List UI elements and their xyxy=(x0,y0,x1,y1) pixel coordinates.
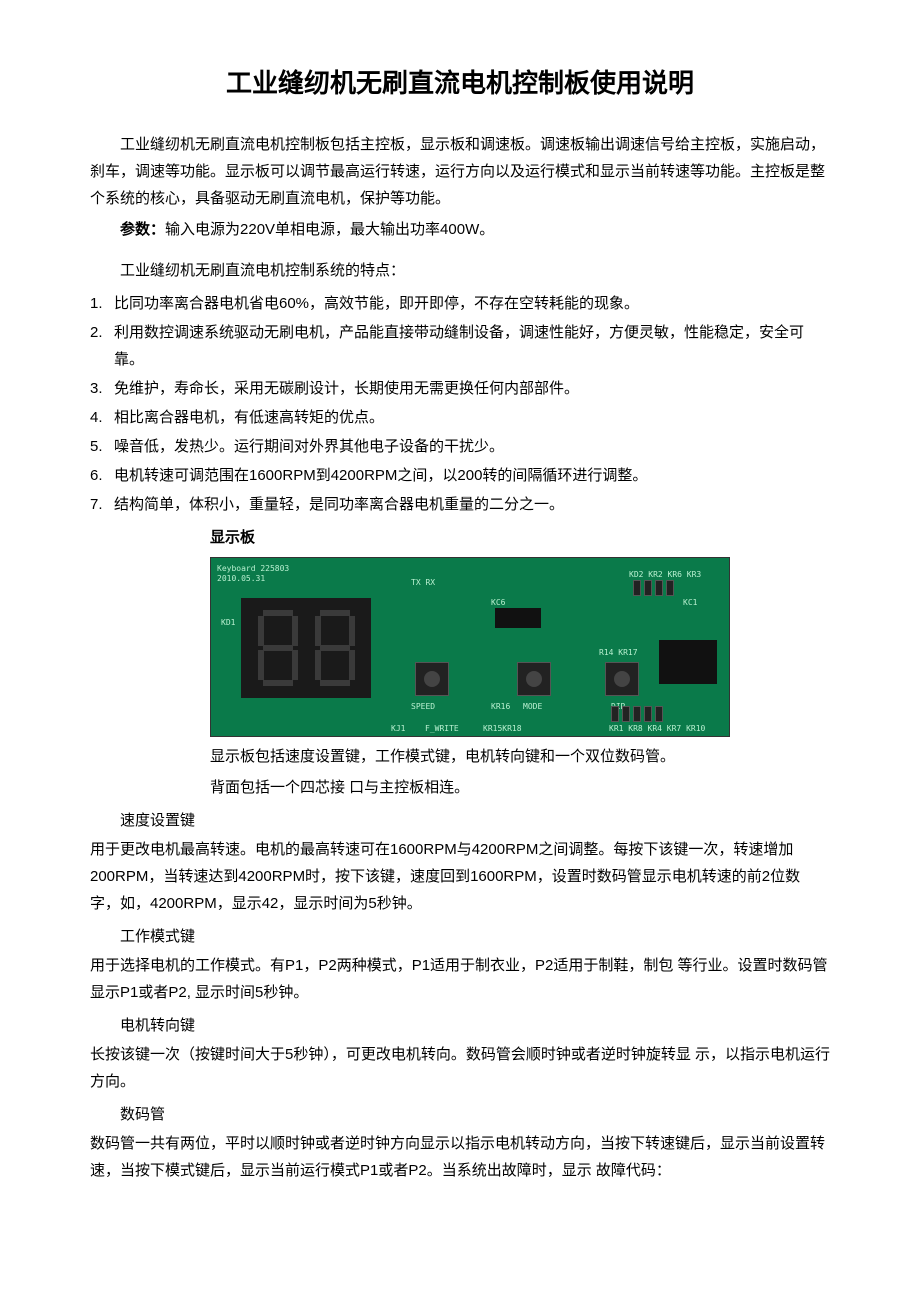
mode-key-label: 工作模式键 xyxy=(90,923,830,950)
feature-item: 6.电机转速可调范围在1600RPM到4200RPM之间，以200转的间隔循环进… xyxy=(90,462,830,489)
params-label: 参数： xyxy=(120,221,165,238)
dir-key-text: 长按该键一次（按键时间大于5秒钟），可更改电机转向。数码管会顺时钟或者逆时钟旋转… xyxy=(90,1041,830,1095)
feature-number: 3. xyxy=(90,375,114,402)
pcb-silk-label: KR16 xyxy=(491,700,510,714)
digit-1 xyxy=(254,608,302,688)
speed-key-label: 速度设置键 xyxy=(90,807,830,834)
feature-item: 1.比同功率离合器电机省电60%，高效节能，即开即停，不存在空转耗能的现象。 xyxy=(90,290,830,317)
feature-text: 比同功率离合器电机省电60%，高效节能，即开即停，不存在空转耗能的现象。 xyxy=(114,290,830,317)
feature-item: 7.结构简单，体积小，重量轻，是同功率离合器电机重量的二分之一。 xyxy=(90,491,830,518)
pcb-silk-label: KR1 KR8 KR4 KR7 KR10 xyxy=(609,722,705,736)
feature-number: 4. xyxy=(90,404,114,431)
pcb-silk-label: 2010.05.31 xyxy=(217,572,265,586)
feature-text: 电机转速可调范围在1600RPM到4200RPM之间，以200转的间隔循环进行调… xyxy=(114,462,830,489)
pcb-silk-label: KR15KR18 xyxy=(483,722,522,736)
segment-text: 数码管一共有两位，平时以顺时钟或者逆时钟方向显示以指示电机转动方向，当按下转速键… xyxy=(90,1130,830,1184)
feature-item: 5.噪音低，发热少。运行期间对外界其他电子设备的干扰少。 xyxy=(90,433,830,460)
doc-title: 工业缝纫机无刷直流电机控制板使用说明 xyxy=(90,60,830,107)
features-intro: 工业缝纫机无刷直流电机控制系统的特点： xyxy=(90,257,830,284)
resistor-group-icon xyxy=(611,706,663,722)
pcb-silk-label: TX RX xyxy=(411,576,435,590)
segment-label: 数码管 xyxy=(90,1101,830,1128)
feature-text: 相比离合器电机，有低速高转矩的优点。 xyxy=(114,404,830,431)
dir-key-label: 电机转向键 xyxy=(90,1012,830,1039)
pcb-silk-label: R14 KR17 xyxy=(599,646,638,660)
board-title: 显示板 xyxy=(90,524,830,551)
tact-switch-icon xyxy=(415,662,449,696)
chip-icon xyxy=(495,608,541,628)
pcb-silk-label: F_WRITE xyxy=(425,722,459,736)
tact-switch-icon xyxy=(605,662,639,696)
feature-item: 2.利用数控调速系统驱动无刷电机，产品能直接带动缝制设备，调速性能好，方便灵敏，… xyxy=(90,319,830,373)
pcb-silk-label: MODE xyxy=(523,700,542,714)
chip-icon xyxy=(659,640,717,684)
intro-paragraph: 工业缝纫机无刷直流电机控制板包括主控板，显示板和调速板。调速板输出调速信号给主控… xyxy=(90,131,830,212)
features-list: 1.比同功率离合器电机省电60%，高效节能，即开即停，不存在空转耗能的现象。2.… xyxy=(90,290,830,518)
feature-text: 利用数控调速系统驱动无刷电机，产品能直接带动缝制设备，调速性能好，方便灵敏，性能… xyxy=(114,319,830,373)
display-board-image: Keyboard 2258032010.05.31TX RXKC6KD2 KR2… xyxy=(210,557,730,737)
feature-number: 5. xyxy=(90,433,114,460)
tact-switch-icon xyxy=(517,662,551,696)
pcb-silk-label: KJ1 xyxy=(391,722,405,736)
feature-number: 7. xyxy=(90,491,114,518)
feature-number: 6. xyxy=(90,462,114,489)
mode-key-text: 用于选择电机的工作模式。有P1，P2两种模式，P1适用于制衣业，P2适用于制鞋，… xyxy=(90,952,830,1006)
feature-text: 结构简单，体积小，重量轻，是同功率离合器电机重量的二分之一。 xyxy=(114,491,830,518)
params-text: 输入电源为220V单相电源，最大输出功率400W。 xyxy=(165,221,494,238)
feature-text: 免维护，寿命长，采用无碳刷设计，长期使用无需更换任何内部部件。 xyxy=(114,375,830,402)
pcb-silk-label: KD1 xyxy=(221,616,235,630)
params-line: 参数：输入电源为220V单相电源，最大输出功率400W。 xyxy=(90,216,830,243)
speed-key-text: 用于更改电机最高转速。电机的最高转速可在1600RPM与4200RPM之间调整。… xyxy=(90,836,830,917)
board-caption-1: 显示板包括速度设置键，工作模式键，电机转向键和一个双位数码管。 xyxy=(210,743,830,770)
pcb-silk-label: SPEED xyxy=(411,700,435,714)
feature-number: 1. xyxy=(90,290,114,317)
feature-item: 4.相比离合器电机，有低速高转矩的优点。 xyxy=(90,404,830,431)
seven-segment-display xyxy=(241,598,371,698)
feature-item: 3.免维护，寿命长，采用无碳刷设计，长期使用无需更换任何内部部件。 xyxy=(90,375,830,402)
board-caption-2: 背面包括一个四芯接 口与主控板相连。 xyxy=(210,774,830,801)
pcb-silk-label: KC1 xyxy=(683,596,697,610)
digit-2 xyxy=(311,608,359,688)
feature-number: 2. xyxy=(90,319,114,373)
feature-text: 噪音低，发热少。运行期间对外界其他电子设备的干扰少。 xyxy=(114,433,830,460)
resistor-group-icon xyxy=(633,580,674,596)
